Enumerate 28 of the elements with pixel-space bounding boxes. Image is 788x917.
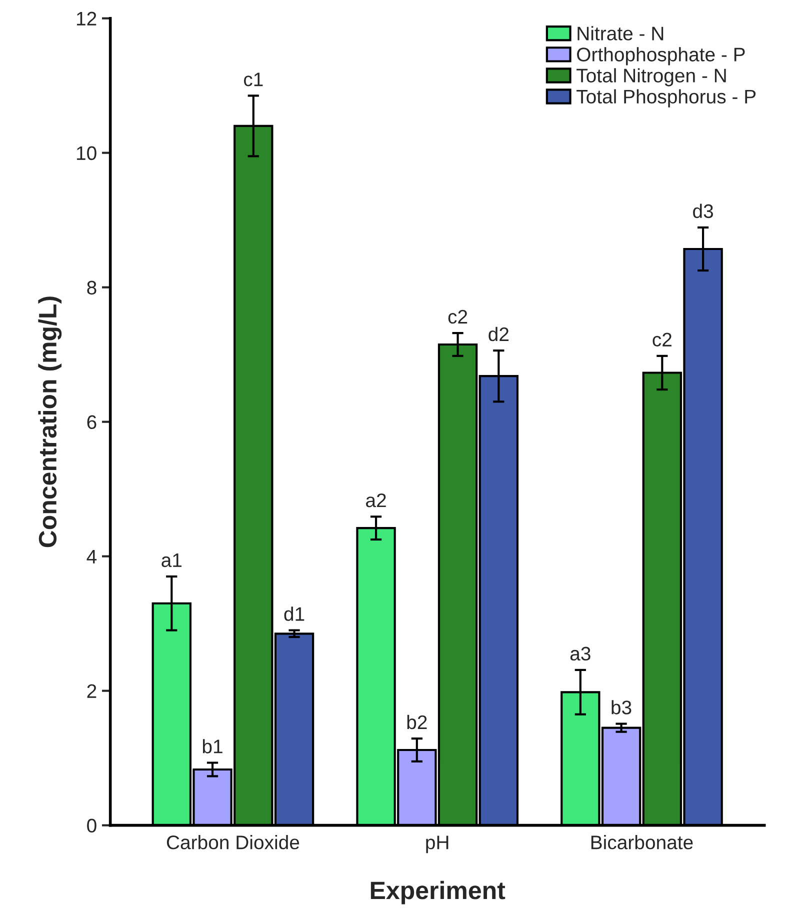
data-label: d3 xyxy=(693,204,714,218)
data-label: b3 xyxy=(612,700,632,714)
y-axis-title: Concentration (mg/L) xyxy=(38,296,62,548)
data-label: d2 xyxy=(488,326,508,342)
y-tick-label: 6 xyxy=(87,415,96,430)
x-axis-title: Experiment xyxy=(370,880,506,904)
legend-label: Orthophosphate - P xyxy=(577,47,745,66)
data-label: d1 xyxy=(284,606,304,621)
y-tick-label: 8 xyxy=(87,280,96,295)
x-tick-label: pH xyxy=(426,836,448,854)
legend-label: Nitrate - N xyxy=(578,26,664,40)
data-label: b1 xyxy=(202,739,222,754)
y-tick-label: 0 xyxy=(87,818,96,833)
data-label: a3 xyxy=(570,646,590,661)
y-tick-label: 10 xyxy=(76,146,96,160)
y-tick-label: 4 xyxy=(86,550,97,564)
y-tick-label: 12 xyxy=(76,12,96,26)
x-tick-label: Bicarbonate xyxy=(591,835,693,850)
data-label: b2 xyxy=(407,714,427,730)
data-label: c1 xyxy=(244,72,263,86)
legend-label: Total Phosphorus - P xyxy=(576,89,756,108)
legend-label: Total Nitrogen - N xyxy=(576,68,726,86)
x-tick-label: Carbon Dioxide xyxy=(166,835,300,850)
data-label: c2 xyxy=(652,332,672,347)
data-label: a1 xyxy=(162,554,182,568)
y-tick-label: 2 xyxy=(87,684,96,698)
data-label: c2 xyxy=(448,310,468,324)
data-label: a2 xyxy=(366,493,386,508)
